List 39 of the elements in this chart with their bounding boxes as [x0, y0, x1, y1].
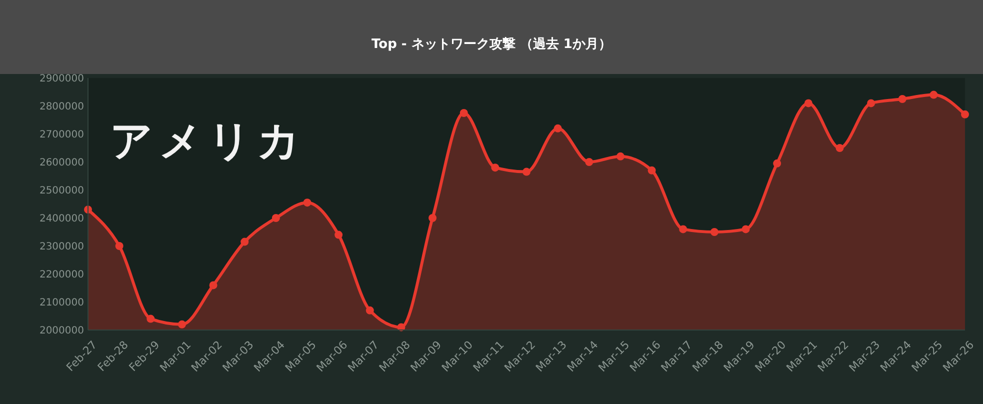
y-tick-label: 2900000	[39, 74, 84, 84]
point	[460, 109, 468, 117]
point	[303, 198, 312, 207]
y-tick-label: 2800000	[39, 102, 84, 112]
point	[773, 159, 782, 168]
point	[836, 144, 844, 152]
y-tick-label: 2000000	[39, 326, 84, 336]
annotation: アメリカ	[110, 116, 306, 165]
point	[522, 168, 530, 176]
y-tick-label: 2700000	[39, 130, 84, 140]
point	[679, 225, 688, 234]
y-tick-label: 2500000	[39, 186, 84, 196]
point	[272, 214, 280, 222]
point	[334, 230, 343, 239]
point	[115, 242, 124, 250]
chart-title: Top - ネットワーク攻撃 （過去 1か月）	[372, 36, 612, 52]
point	[428, 214, 437, 222]
y-tick-label: 2400000	[39, 214, 84, 224]
point	[585, 158, 594, 166]
point	[961, 110, 969, 118]
point	[146, 314, 155, 323]
y-tick-label: 2200000	[39, 270, 84, 280]
point	[178, 320, 186, 328]
y-tick-label: 2300000	[39, 242, 84, 252]
point	[240, 238, 249, 246]
point	[366, 306, 374, 314]
point	[867, 99, 876, 108]
point	[616, 152, 624, 160]
point	[898, 95, 906, 103]
y-tick-label: 2600000	[39, 158, 84, 168]
point	[209, 281, 218, 290]
point	[648, 166, 656, 174]
point	[554, 124, 562, 132]
point	[742, 225, 750, 234]
point	[491, 164, 500, 172]
point	[930, 90, 938, 99]
point	[804, 99, 812, 108]
y-tick-label: 2100000	[39, 298, 84, 308]
point	[710, 228, 718, 236]
